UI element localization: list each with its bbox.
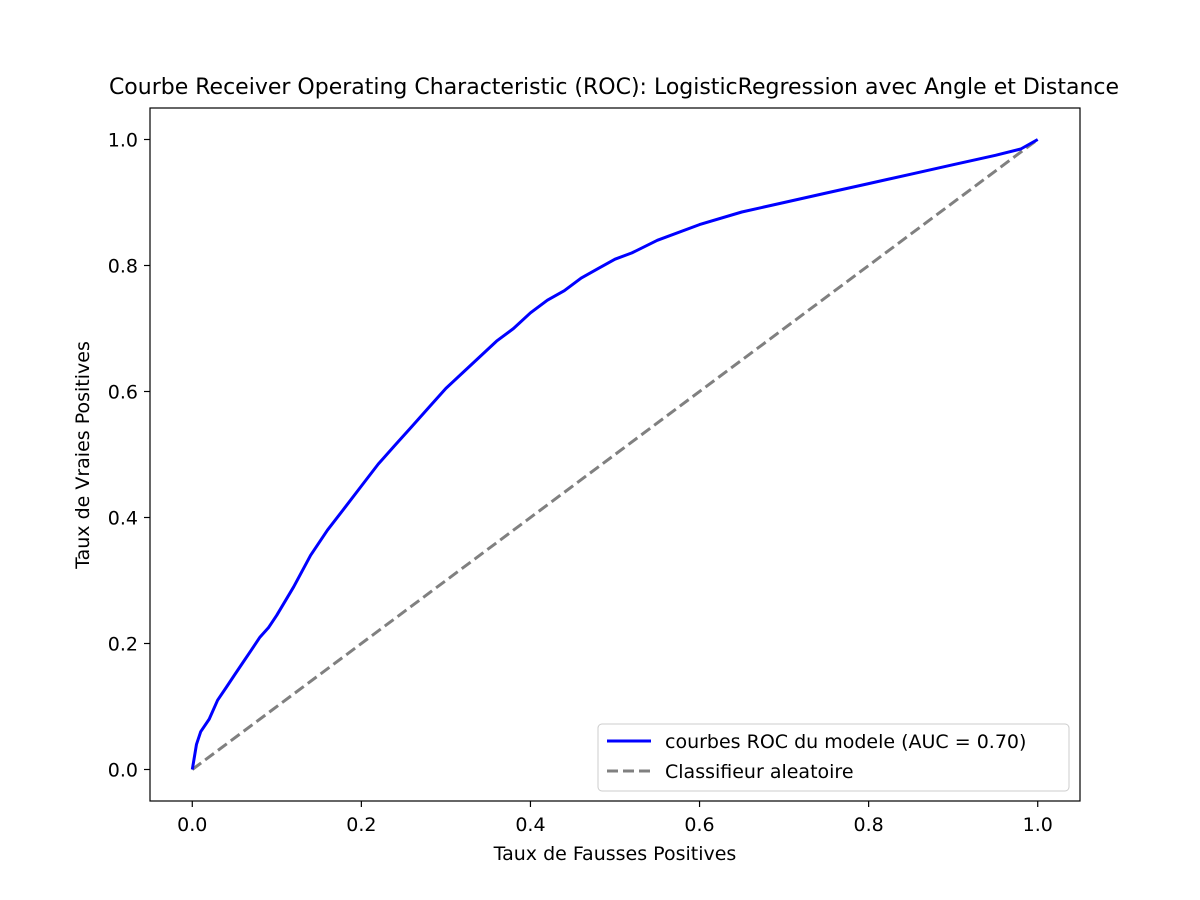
x-tick-label: 0.6 bbox=[684, 814, 714, 836]
x-tick-label: 1.0 bbox=[1023, 814, 1053, 836]
y-tick-label: 0.2 bbox=[108, 634, 138, 656]
legend: courbes ROC du modele (AUC = 0.70) Class… bbox=[597, 723, 1070, 792]
legend-label-roc: courbes ROC du modele (AUC = 0.70) bbox=[665, 731, 1026, 753]
y-tick-label: 0.4 bbox=[108, 508, 138, 530]
x-tick-label: 0.8 bbox=[854, 814, 884, 836]
random-classifier-line bbox=[191, 138, 1039, 771]
y-tick-label: 0.8 bbox=[108, 256, 138, 278]
x-tick-label: 0.4 bbox=[515, 814, 545, 836]
chart-title: Courbe Receiver Operating Characteristic… bbox=[109, 75, 1119, 100]
x-axis-label: Taux de Fausses Positives bbox=[493, 843, 737, 865]
y-tick-label: 0.6 bbox=[108, 382, 138, 404]
y-tick-label: 1.0 bbox=[108, 130, 138, 152]
y-axis: 0.0 0.2 0.4 0.6 0.8 1.0 bbox=[108, 130, 150, 782]
y-tick-label: 0.0 bbox=[108, 760, 138, 782]
legend-label-random: Classifieur aleatoire bbox=[665, 761, 854, 783]
y-axis-label: Taux de Vraies Positives bbox=[72, 341, 94, 570]
x-tick-label: 0.2 bbox=[346, 814, 376, 836]
x-axis: 0.0 0.2 0.4 0.6 0.8 1.0 bbox=[177, 801, 1053, 836]
roc-curve-line bbox=[190, 138, 1039, 770]
x-tick-label: 0.0 bbox=[177, 814, 207, 836]
plot-area bbox=[190, 138, 1039, 771]
plot-frame bbox=[149, 107, 1081, 802]
legend-box bbox=[597, 723, 1070, 792]
